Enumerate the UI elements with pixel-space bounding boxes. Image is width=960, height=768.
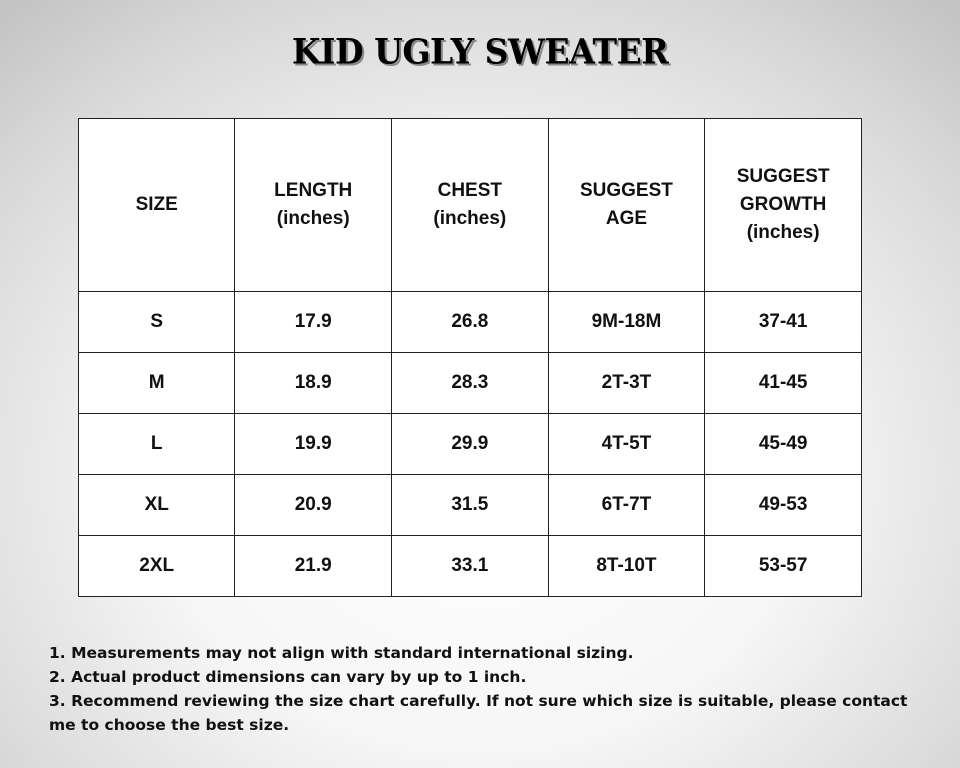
table-cell: 31.5: [391, 474, 549, 536]
table-cell: 49-53: [704, 474, 862, 536]
column-header: SUGGEST GROWTH (inches): [704, 118, 862, 292]
table-cell: 29.9: [391, 413, 549, 475]
column-header-line: SIZE: [135, 194, 178, 215]
column-header-line: (inches): [433, 208, 507, 229]
table-cell: 18.9: [234, 352, 393, 414]
note-item: 3. Recommend reviewing the size chart ca…: [49, 692, 908, 734]
column-header: SIZE: [77, 118, 236, 292]
column-header-line: (inches): [276, 208, 350, 229]
column-header-line: SUGGEST: [579, 180, 673, 201]
column-header: LENGTH (inches): [234, 118, 393, 292]
column-header-line: (inches): [746, 222, 820, 243]
table-cell: XL: [77, 474, 236, 536]
column-header: CHEST (inches): [391, 118, 549, 292]
table-cell: 2XL: [77, 535, 236, 597]
table-cell: 21.9: [234, 535, 393, 597]
table-cell: 20.9: [234, 474, 393, 536]
table-cell: 26.8: [391, 291, 549, 353]
table-row: M 18.9 28.3 2T-3T 41-45: [77, 352, 862, 414]
table-cell: 33.1: [391, 535, 549, 597]
table-cell: M: [77, 352, 236, 414]
table-cell: L: [77, 413, 236, 475]
table-cell: 45-49: [704, 413, 862, 475]
table-cell: 37-41: [704, 291, 862, 353]
table-cell: 17.9: [234, 291, 393, 353]
note-item: 1. Measurements may not align with stand…: [49, 644, 634, 662]
column-header-line: GROWTH: [739, 194, 827, 215]
page-title: KID UGLY SWEATER: [291, 31, 669, 72]
table-cell: 19.9: [234, 413, 393, 475]
table-row: 2XL 21.9 33.1 8T-10T 53-57: [77, 535, 862, 597]
notes: 1. Measurements may not align with stand…: [49, 641, 929, 737]
table-cell: 4T-5T: [547, 413, 706, 475]
table-row: S 17.9 26.8 9M-18M 37-41: [77, 291, 862, 353]
note-item: 2. Actual product dimensions can vary by…: [49, 668, 527, 686]
table-cell: 53-57: [704, 535, 862, 597]
column-header-line: CHEST: [437, 180, 503, 201]
column-header-line: SUGGEST: [736, 166, 830, 187]
size-chart-table: SIZE LENGTH (inches) CHEST (inches) SUGGEST AG…: [77, 118, 862, 597]
table-row: L 19.9 29.9 4T-5T 45-49: [77, 413, 862, 475]
table-cell: 41-45: [704, 352, 862, 414]
column-header: SUGGEST AGE: [547, 118, 706, 292]
table-cell: S: [77, 291, 236, 353]
header-row: SIZE LENGTH (inches) CHEST (inches) SUGGEST AG…: [77, 118, 862, 292]
table-cell: 9M-18M: [547, 291, 706, 353]
column-header-line: AGE: [605, 208, 648, 229]
table-cell: 8T-10T: [547, 535, 706, 597]
table-row: XL 20.9 31.5 6T-7T 49-53: [77, 474, 862, 536]
table-cell: 6T-7T: [547, 474, 706, 536]
table-cell: 2T-3T: [547, 352, 706, 414]
column-header-line: LENGTH: [274, 180, 353, 201]
table-cell: 28.3: [391, 352, 549, 414]
